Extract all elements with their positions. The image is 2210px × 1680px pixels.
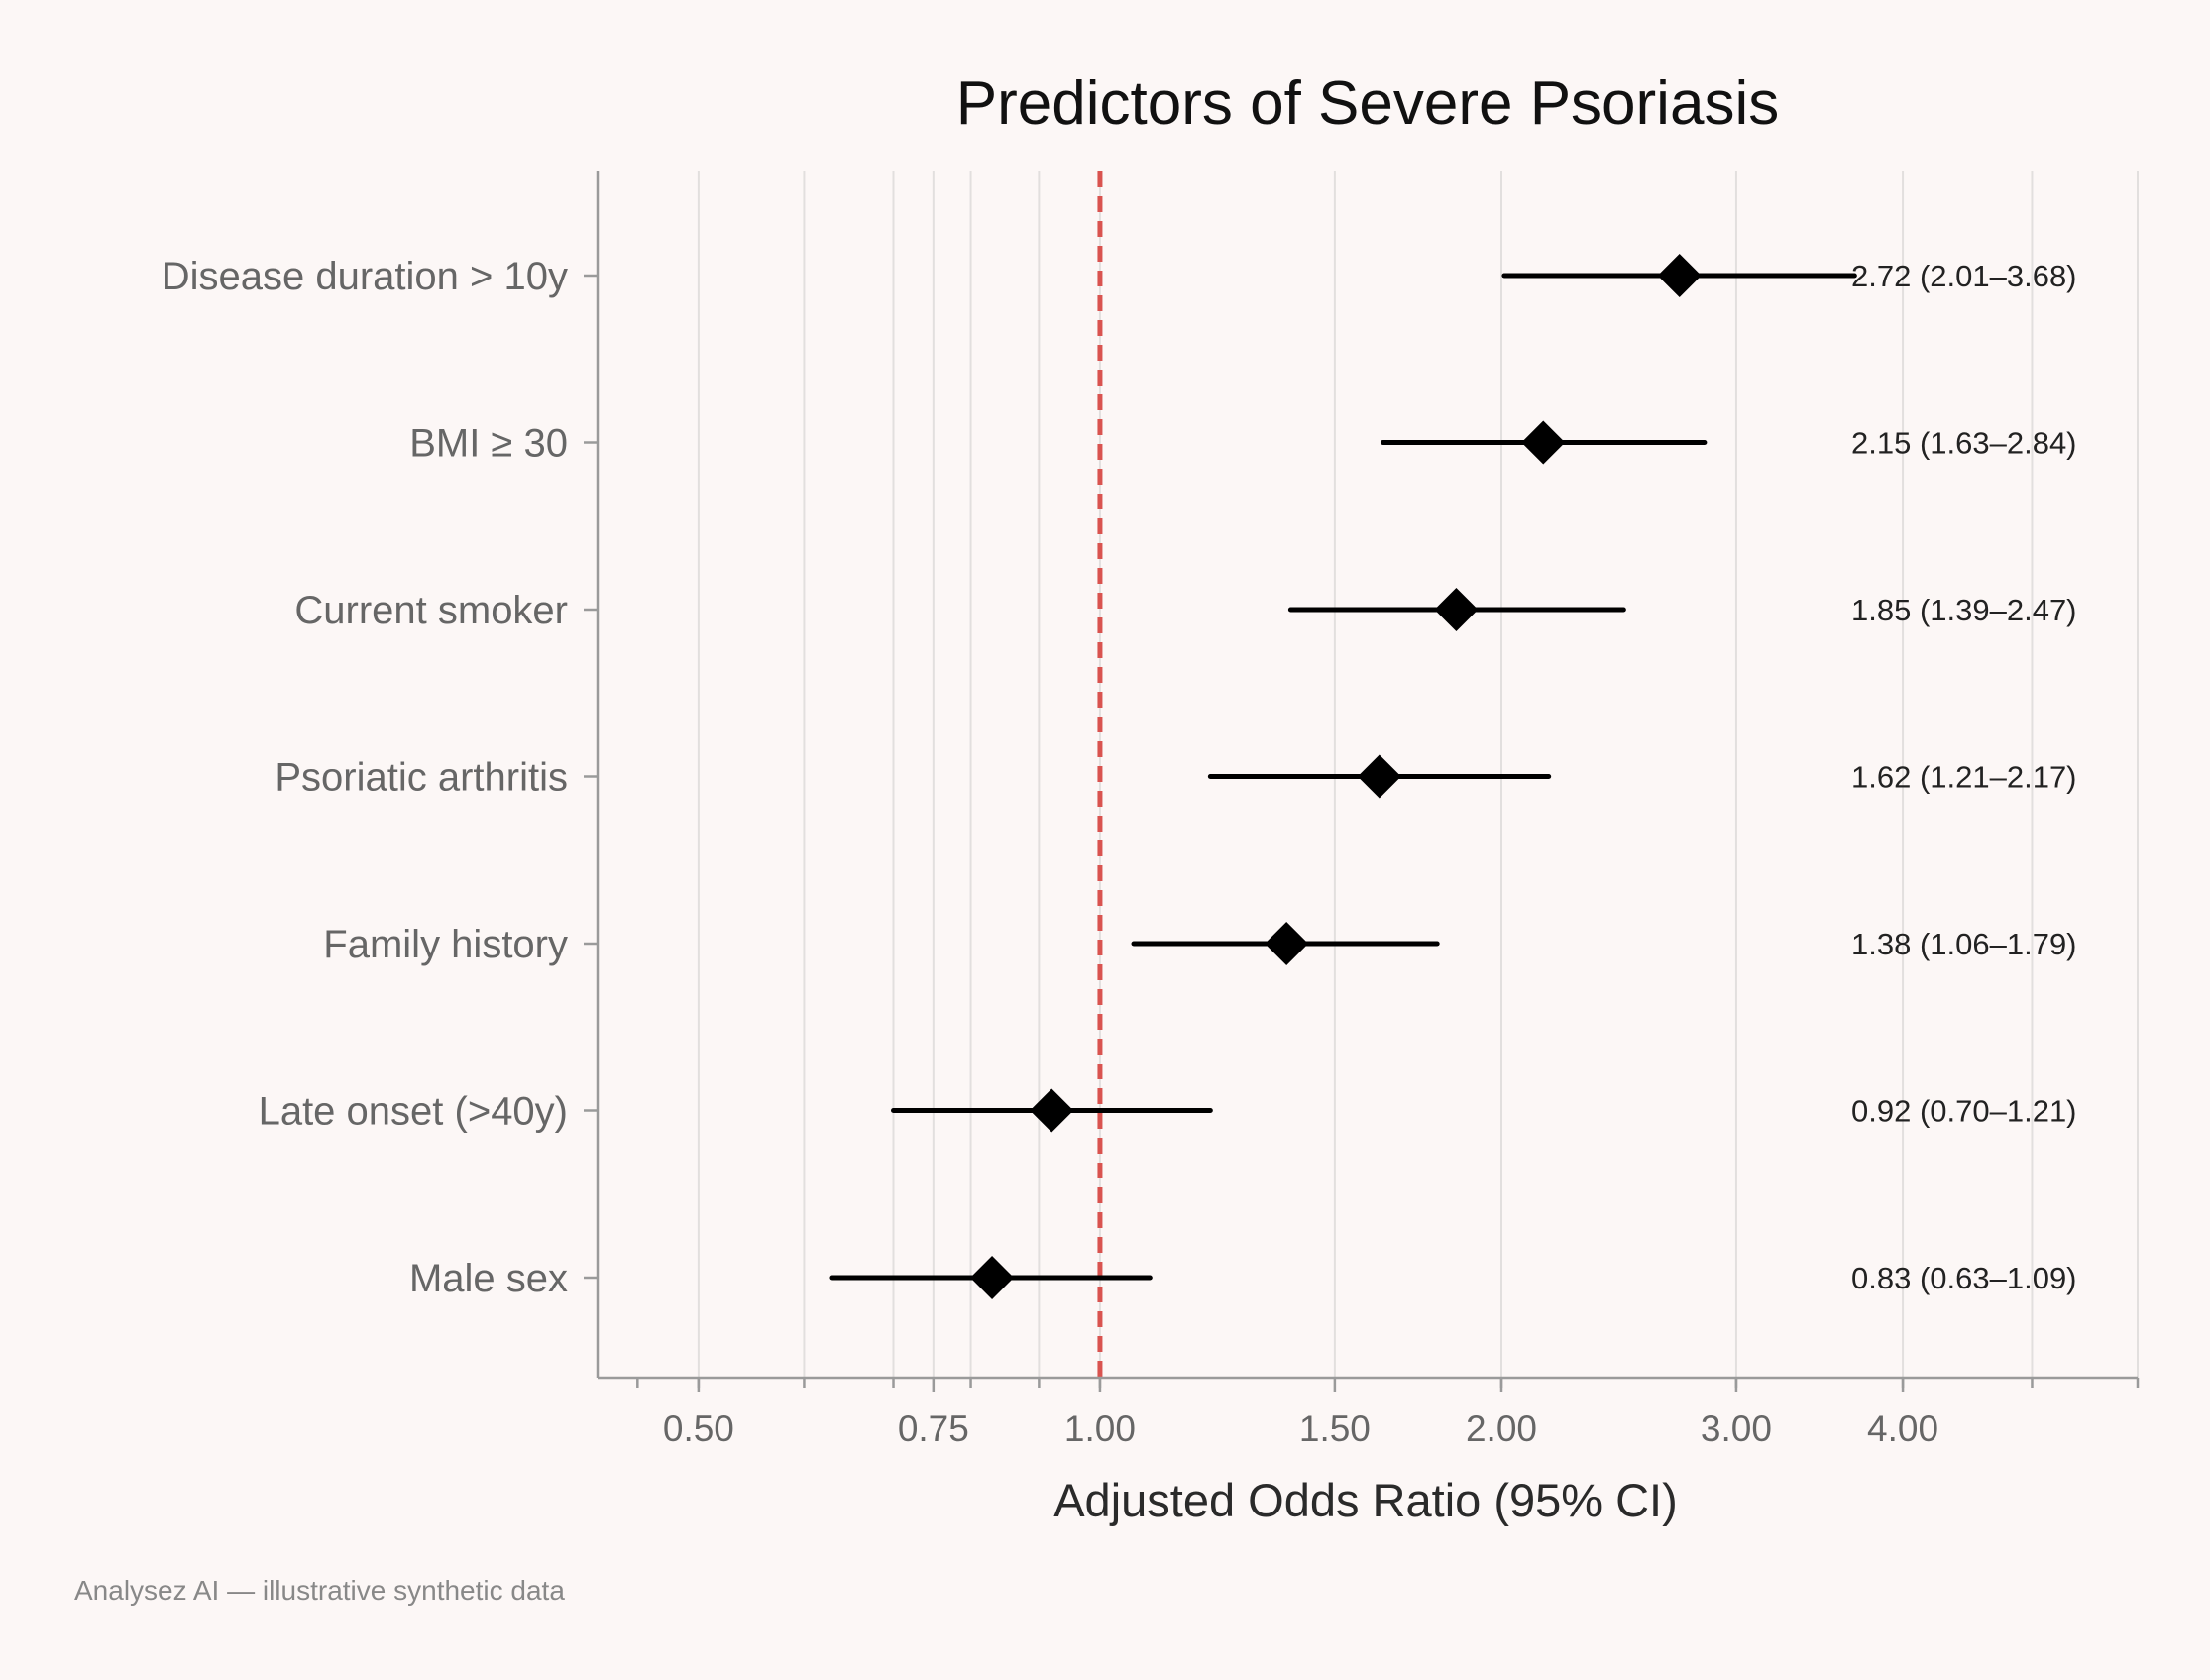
- x-tick-label: 0.50: [663, 1408, 734, 1449]
- or-annotation: 0.83 (0.63–1.09): [1851, 1261, 2077, 1295]
- chart-title: Predictors of Severe Psoriasis: [956, 69, 1779, 138]
- x-tick-label: 2.00: [1466, 1408, 1537, 1449]
- x-ticks: 0.50 0.75 1.00 1.50 2.00 3.00 4.00: [636, 1378, 2140, 1449]
- or-marker: [970, 1256, 1015, 1299]
- or-marker: [1434, 588, 1479, 631]
- or-marker: [1265, 922, 1309, 965]
- or-annotation: 1.62 (1.21–2.17): [1851, 760, 2077, 795]
- row-label: Current smoker: [294, 589, 568, 632]
- x-tick-label: 1.50: [1299, 1408, 1371, 1449]
- row-label: BMI ≥ 30: [409, 422, 568, 466]
- or-marker: [1030, 1088, 1074, 1133]
- forest-row: Late onset (>40y) 0.92 (0.70–1.21): [259, 1088, 2077, 1134]
- row-label: Disease duration > 10y: [162, 255, 568, 298]
- forest-row: BMI ≥ 30 2.15 (1.63–2.84): [409, 420, 2077, 466]
- or-annotation: 0.92 (0.70–1.21): [1851, 1094, 2077, 1129]
- or-annotation: 2.15 (1.63–2.84): [1851, 426, 2077, 461]
- or-annotation: 1.38 (1.06–1.79): [1851, 927, 2077, 961]
- forest-row: Family history 1.38 (1.06–1.79): [323, 922, 2077, 966]
- row-label: Male sex: [409, 1257, 568, 1300]
- x-tick-label: 0.75: [898, 1408, 969, 1449]
- forest-row: Male sex 0.83 (0.63–1.09): [409, 1256, 2077, 1300]
- row-label: Family history: [323, 923, 568, 966]
- or-marker: [1357, 754, 1401, 799]
- forest-row: Disease duration > 10y 2.72 (2.01–3.68): [162, 254, 2077, 298]
- or-annotation: 2.72 (2.01–3.68): [1851, 259, 2077, 293]
- rows-layer: Disease duration > 10y 2.72 (2.01–3.68) BM…: [162, 254, 2077, 1300]
- forest-row: Current smoker 1.85 (1.39–2.47): [294, 588, 2077, 632]
- x-tick-label: 4.00: [1867, 1408, 1938, 1449]
- or-annotation: 1.85 (1.39–2.47): [1851, 593, 2077, 627]
- caption: Analysez AI — illustrative synthetic dat…: [74, 1575, 565, 1606]
- or-marker: [1521, 420, 1566, 465]
- x-tick-label: 3.00: [1701, 1408, 1772, 1449]
- row-label: Psoriatic arthritis: [275, 756, 568, 800]
- forest-row: Psoriatic arthritis 1.62 (1.21–2.17): [275, 754, 2077, 800]
- row-label: Late onset (>40y): [259, 1090, 568, 1134]
- or-marker: [1657, 254, 1702, 297]
- x-axis-label: Adjusted Odds Ratio (95% CI): [1053, 1474, 1678, 1526]
- x-tick-label: 1.00: [1064, 1408, 1136, 1449]
